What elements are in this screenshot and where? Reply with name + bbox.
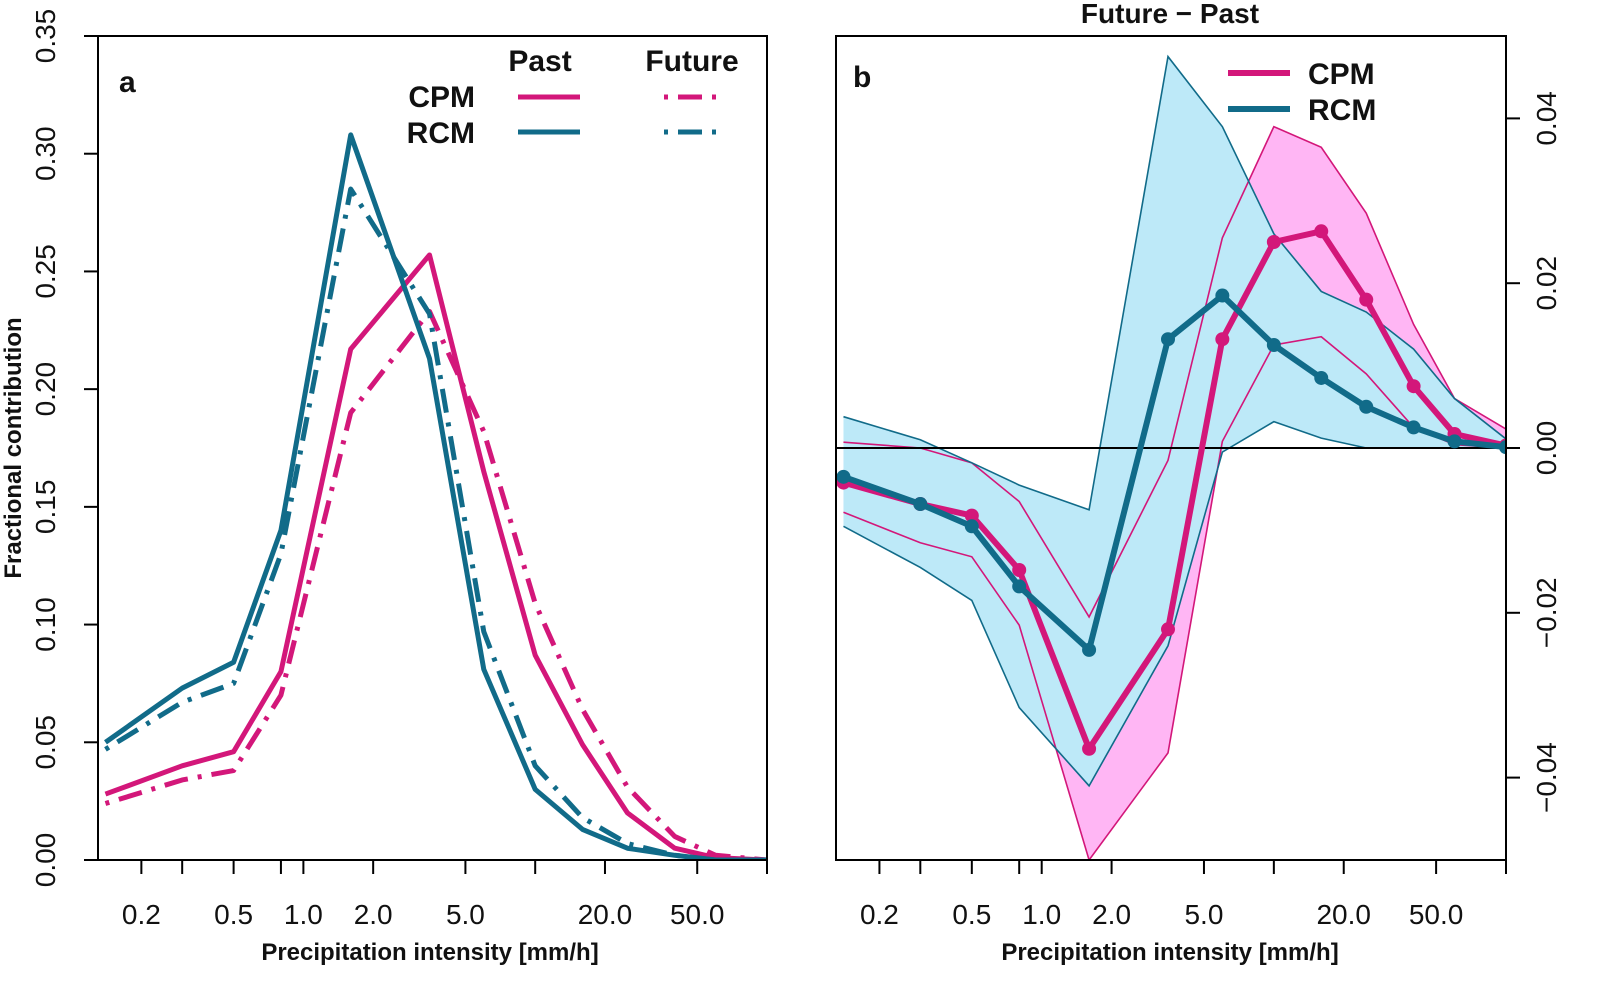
panel-b-series [836,224,1506,756]
panel-a-x-axis-title: Precipitation intensity [mm/h] [261,939,598,966]
y-tick-label: 0.10 [30,597,61,652]
rcm-point [1499,440,1506,455]
x-tick-label: 5.0 [446,899,485,930]
legend-label-cpm: CPM [1308,58,1375,91]
x-tick-label: 20.0 [578,899,633,930]
legend-label-rcm: RCM [1308,94,1376,127]
series-cpm-past [104,252,767,860]
x-tick-label: 1.0 [284,899,323,930]
cpm-point [1012,562,1027,577]
x-tick-label: 20.0 [1316,899,1371,930]
y-tick-label: 0.04 [1531,91,1562,145]
cpm-point [1215,332,1230,347]
rcm-uncertainty-band [843,56,1506,786]
x-tick-label: 2.0 [354,899,393,930]
y-tick-label: 0.35 [30,9,61,64]
x-tick-label: 2.0 [1092,899,1131,930]
series-rcm-past [104,132,767,860]
rcm-point [1314,370,1329,385]
y-tick-label: 0.00 [30,833,61,888]
panel-b-x-axis-title: Precipitation intensity [mm/h] [1001,939,1338,966]
panel-b-letter: b [853,61,871,94]
panel-a-x-axis: 0.2 0.5 1.0 2.0 5.0 20.0 50.0 [122,860,768,930]
panel-b: 0.2 0.5 1.0 2.0 5.0 20.0 50.0 −0.04 −0.02 0.00 0.… [835,0,1562,966]
rcm-point [1082,642,1097,657]
legend-row-rcm: RCM [407,117,475,150]
rcm-point [1447,434,1462,449]
panel-a-series [104,132,767,860]
y-tick-label: 0.00 [1531,421,1562,476]
rcm-point [1161,332,1176,347]
panel-a-y-axis: 0.00 0.05 0.10 0.15 0.20 0.25 0.30 0.35 [30,9,98,888]
rcm-point [1012,579,1027,594]
cpm-point [1161,622,1176,637]
plot-frame [97,35,768,861]
rcm-point [1215,288,1230,303]
cpm-point [1359,292,1374,307]
cpm-point [1082,741,1097,756]
rcm-point [836,469,851,484]
y-tick-label: 0.15 [30,480,61,535]
series-cpm-future [104,308,767,860]
y-tick-label: 0.05 [30,715,61,770]
panel-a-y-axis-title: Fractional contribution [0,317,27,578]
panel-a-frame [97,35,768,861]
y-tick-label: 0.30 [30,126,61,181]
legend-row-cpm: CPM [408,81,475,114]
cpm-point [1314,224,1329,239]
panel-b-bands [843,54,1506,860]
y-tick-label: 0.25 [30,244,61,299]
rcm-point [913,497,928,512]
rcm-point [1359,399,1374,414]
legend-header-future: Future [645,45,738,78]
x-tick-label: 50.0 [670,899,725,930]
rcm-point [1266,338,1281,352]
rcm-point [964,519,979,534]
panel-a: 0.2 0.5 1.0 2.0 5.0 20.0 50.0 0.00 0.05 0.10 0.15… [0,9,768,966]
y-tick-label: −0.04 [1531,742,1562,813]
x-tick-label: 0.5 [952,899,991,930]
panel-b-y-axis: −0.04 −0.02 0.00 0.02 0.04 [1506,91,1562,813]
panel-b-legend: CPM RCM [1228,58,1376,127]
x-tick-label: 0.5 [214,899,253,930]
panel-b-x-axis: 0.2 0.5 1.0 2.0 5.0 20.0 50.0 [860,860,1507,930]
rcm-point [1406,420,1421,435]
panel-a-letter: a [119,66,136,99]
rcm-band-edge [843,54,1506,511]
panel-a-legend: Past Future CPM RCM [407,45,739,150]
panel-b-title: Future − Past [1081,0,1259,29]
y-tick-label: 0.20 [30,362,61,417]
series-rcm-future [104,186,767,860]
legend-header-past: Past [508,45,571,78]
x-tick-label: 5.0 [1184,899,1223,930]
cpm-point [1266,235,1281,249]
x-tick-label: 0.2 [122,899,161,930]
x-tick-label: 0.2 [860,899,899,930]
x-tick-label: 50.0 [1409,899,1464,930]
x-tick-label: 1.0 [1022,899,1061,930]
cpm-point [964,508,979,523]
y-tick-label: 0.02 [1531,256,1562,311]
cpm-point [1406,379,1421,394]
y-tick-label: −0.02 [1531,577,1562,648]
